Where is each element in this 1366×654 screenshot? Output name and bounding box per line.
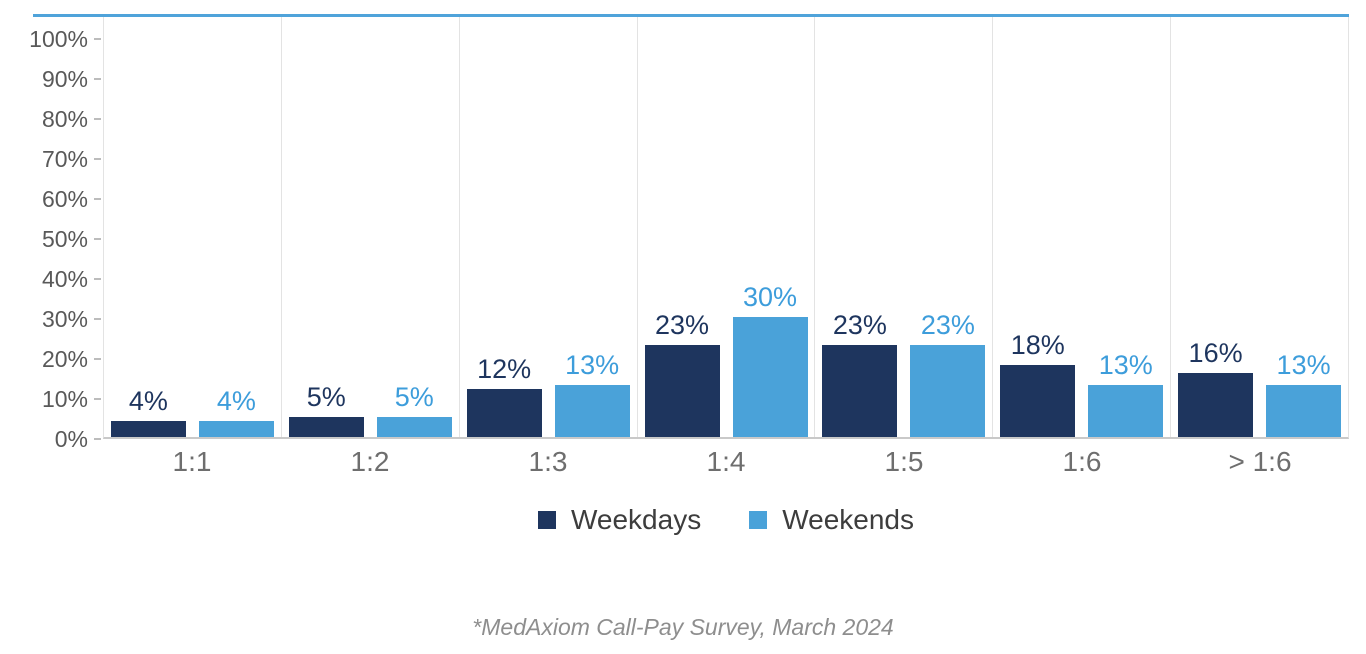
bar-value-label: 23% [654, 310, 710, 340]
weekends-bar-column: 4% [198, 386, 274, 437]
weekends-bar [554, 385, 630, 437]
weekends-bar-column: 13% [554, 350, 630, 437]
weekdays-bar-column: 4% [110, 386, 186, 437]
legend-item-weekdays: Weekdays [537, 503, 702, 537]
category-group: 23% 30% [636, 17, 815, 437]
y-axis-tick-mark [94, 158, 101, 160]
y-axis-tick-mark [94, 398, 101, 400]
bar-value-label: 18% [1010, 330, 1065, 360]
bar-value-label: 4% [128, 386, 168, 416]
bar-value-label: 12% [477, 354, 532, 384]
x-axis-label: 1:2 [350, 446, 390, 477]
weekdays-bar-column: 16% [1178, 338, 1254, 437]
bar-value-label: 5% [306, 382, 346, 412]
x-axis-label: > 1:6 [1228, 446, 1292, 477]
weekends-bar [1266, 385, 1342, 437]
chart-footnote: *MedAxiom Call-Pay Survey, March 2024 [472, 614, 894, 640]
weekdays-bar-column: 23% [822, 310, 898, 437]
weekends-bar [910, 345, 986, 437]
y-axis-tick-label: 70% [41, 146, 88, 172]
category-group: 5% 5% [280, 17, 459, 437]
y-axis-tick-label: 30% [41, 306, 88, 332]
bar-value-label: 13% [1098, 350, 1153, 380]
top-accent-rule [33, 14, 1349, 17]
y-axis-tick-mark [94, 118, 101, 120]
weekends-bar-column: 13% [1266, 350, 1342, 437]
x-axis-label: 1:6 [1062, 446, 1102, 477]
bar-value-label: 4% [216, 386, 256, 416]
bar-value-label: 5% [394, 382, 434, 412]
weekdays-bar-column: 12% [466, 354, 542, 437]
x-axis: 1:1 1:2 1:3 1:4 1:5 1:6 > 1:6 [103, 447, 1349, 477]
weekends-bar [198, 421, 274, 437]
y-axis-tick-mark [94, 238, 101, 240]
category-group: 12% 13% [458, 17, 637, 437]
y-axis-tick-label: 80% [41, 106, 88, 132]
weekdays-swatch-icon [537, 511, 556, 529]
y-axis-tick-mark [94, 78, 101, 80]
weekdays-bar [466, 389, 542, 437]
weekdays-bar-column: 23% [644, 310, 720, 437]
category-group: 16% 13% [1170, 17, 1348, 437]
bar-value-label: 30% [742, 282, 798, 312]
weekends-bar [732, 317, 808, 437]
legend-label-weekends: Weekends [782, 504, 914, 535]
y-axis-tick-label: 0% [54, 426, 88, 452]
weekdays-bar-column: 5% [288, 382, 364, 437]
bar-value-label: 13% [565, 350, 620, 380]
y-axis-tick-mark [94, 358, 101, 360]
weekdays-bar [1000, 365, 1076, 437]
y-axis-tick-label: 60% [41, 186, 88, 212]
x-axis-label: 1:5 [884, 446, 924, 477]
legend-item-weekends: Weekends [749, 503, 914, 537]
bar-value-label: 16% [1188, 338, 1243, 368]
legend: Weekdays Weekends [103, 503, 1349, 537]
bar-value-label: 23% [832, 310, 887, 340]
legend-label-weekdays: Weekdays [570, 504, 702, 535]
x-axis-label: 1:4 [706, 446, 746, 477]
weekdays-bar [288, 417, 364, 437]
weekdays-bar [1178, 373, 1254, 437]
weekends-bar-column: 5% [376, 382, 452, 437]
weekends-bar [376, 417, 452, 437]
weekends-swatch-icon [749, 511, 768, 529]
y-axis-tick-label: 40% [41, 266, 88, 292]
y-axis-tick-label: 90% [41, 66, 88, 92]
y-axis-tick-label: 100% [29, 26, 88, 52]
weekends-bar-column: 13% [1088, 350, 1164, 437]
y-axis-tick-label: 20% [41, 346, 88, 372]
y-axis: 100% 90% 80% 70% 60% 50% 40% 30% 20% 10% 0% [0, 0, 103, 460]
y-axis-tick-label: 50% [41, 226, 88, 252]
weekdays-bar-column: 18% [1000, 330, 1076, 437]
weekdays-bar [110, 421, 186, 437]
weekends-bar-column: 30% [732, 282, 808, 437]
category-group: 18% 13% [992, 17, 1170, 437]
category-group: 23% 23% [814, 17, 992, 437]
y-axis-tick-label: 10% [41, 386, 88, 412]
weekdays-bar [644, 345, 720, 437]
x-axis-label: 1:3 [528, 446, 568, 477]
y-axis-tick-mark [94, 278, 101, 280]
weekends-bar-column: 23% [910, 310, 986, 437]
weekdays-bar [822, 345, 898, 437]
y-axis-tick-mark [94, 198, 101, 200]
y-axis-tick-mark [94, 318, 101, 320]
plot-area: 4% 4% 5% 5% 12% 13% 23% 30% 23% 23% 18% 13% 16% 13% [103, 17, 1349, 439]
weekends-bar [1088, 385, 1164, 437]
bar-value-label: 13% [1276, 350, 1331, 380]
y-axis-tick-mark [94, 38, 101, 40]
bar-value-label: 23% [920, 310, 975, 340]
category-group: 4% 4% [104, 17, 281, 437]
y-axis-tick-mark [94, 438, 101, 440]
x-axis-label: 1:1 [172, 446, 212, 477]
